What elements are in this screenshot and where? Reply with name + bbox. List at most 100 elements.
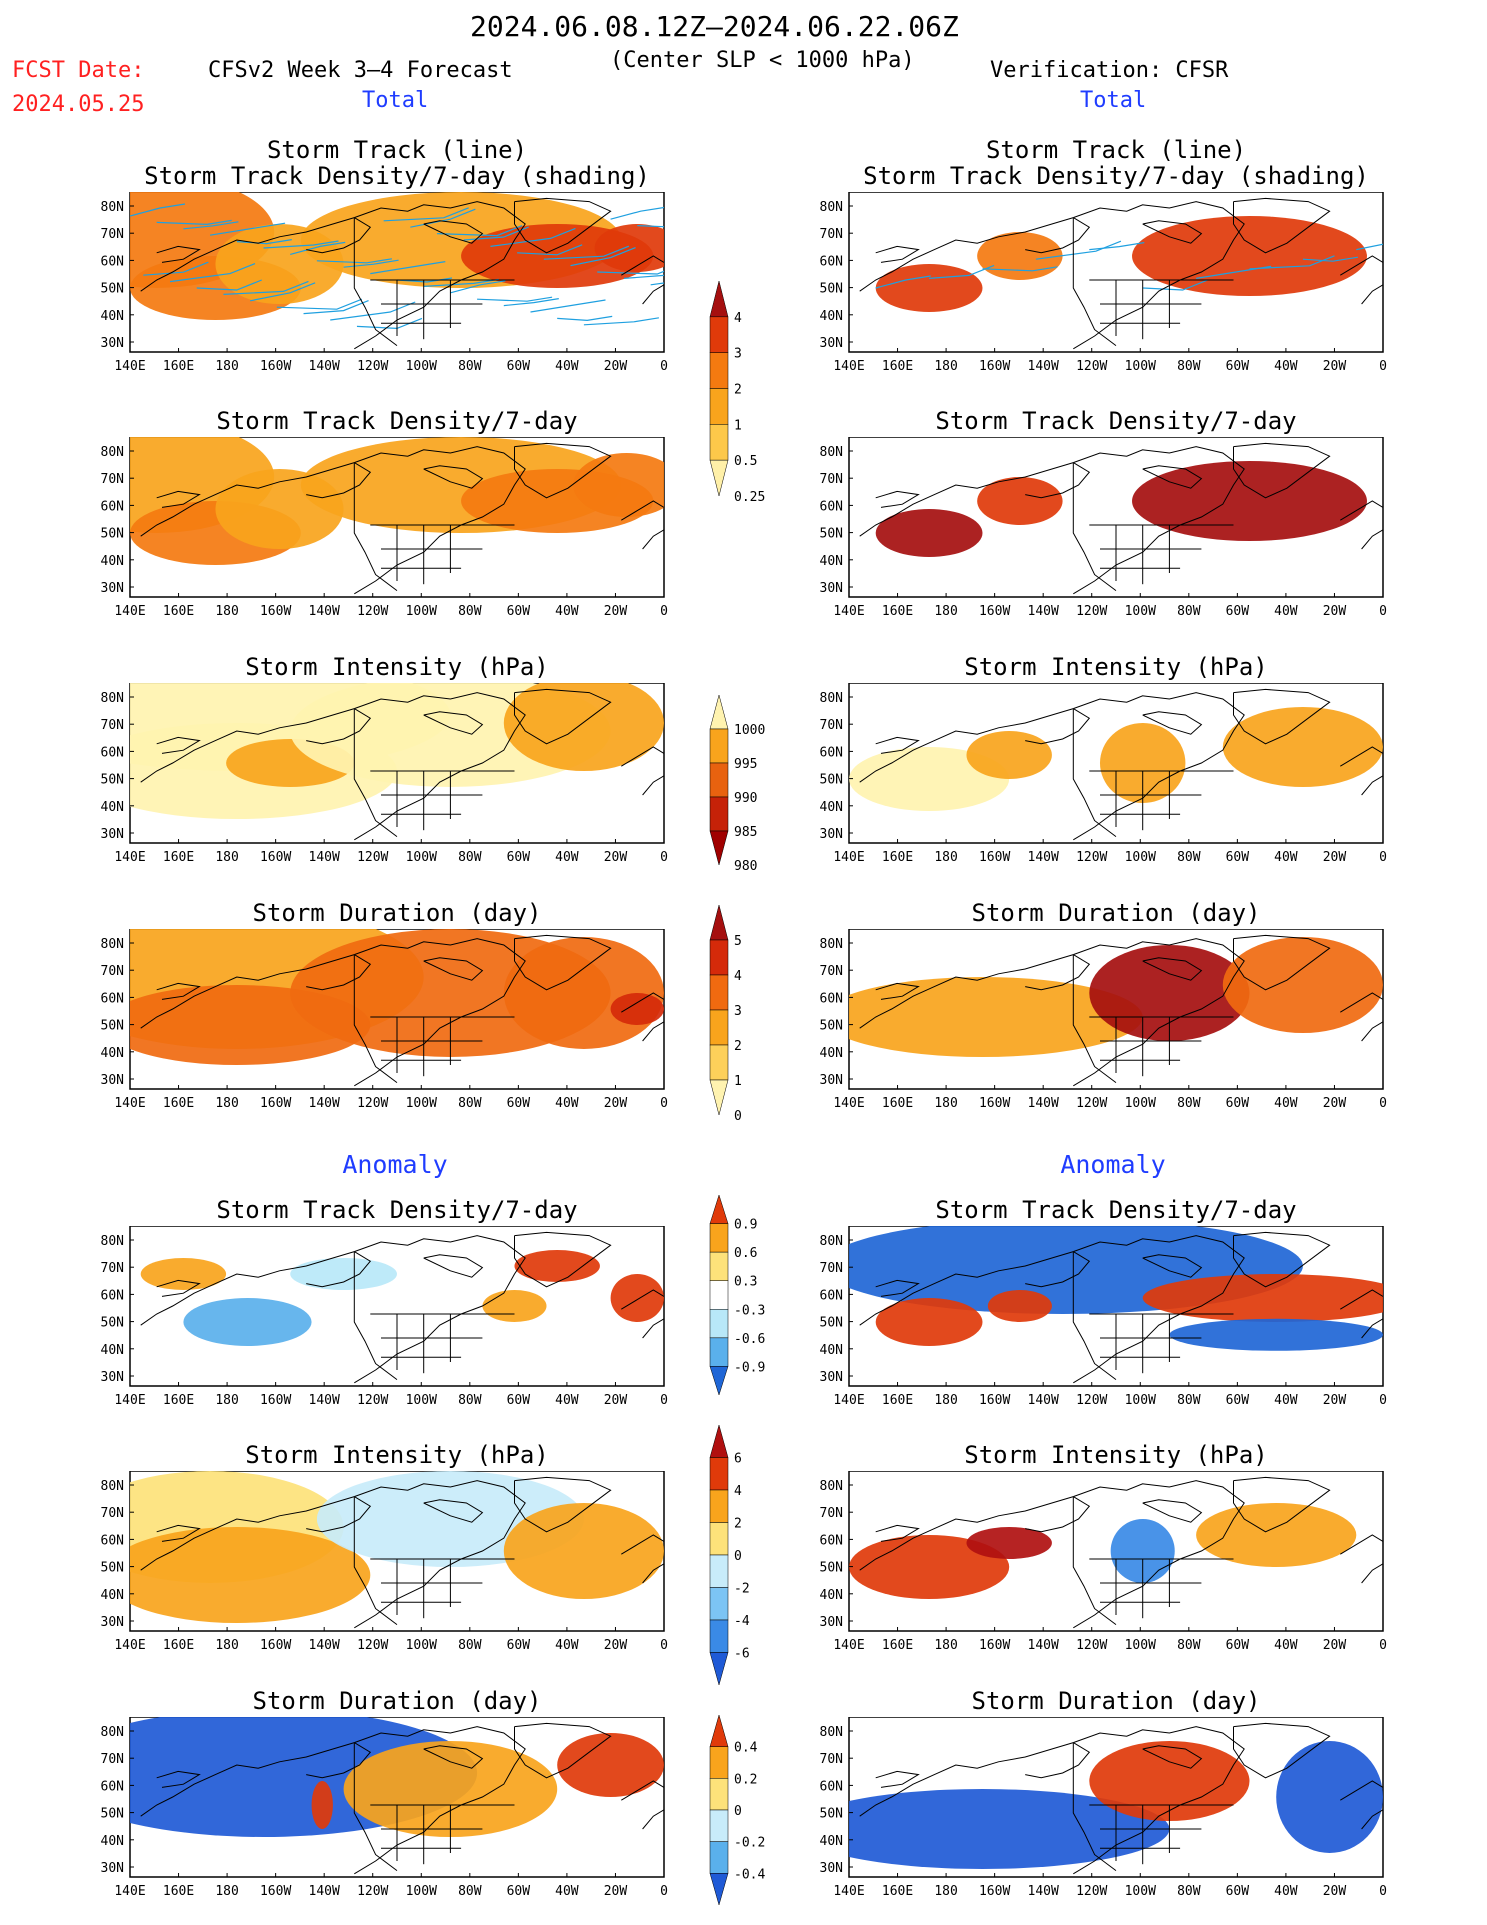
lon-tick-label: 160E xyxy=(163,1096,194,1111)
coastline xyxy=(621,992,664,1013)
coastline xyxy=(859,954,1074,1029)
storm-track-line xyxy=(490,227,576,247)
coastline xyxy=(514,197,612,254)
lon-tick-label: 0 xyxy=(1379,1884,1387,1899)
lon-tick-label: 100W xyxy=(1125,604,1156,619)
lat-tick-label: 70N xyxy=(820,964,843,979)
lon-tick-label: 100W xyxy=(406,850,437,865)
coastline xyxy=(1340,992,1383,1013)
lon-tick-label: 140W xyxy=(1028,1884,1059,1899)
lon-tick-label: 140W xyxy=(1028,850,1059,865)
shading-blob xyxy=(1089,1741,1250,1821)
colorbar-duration: 5 4 3 2 1 0 xyxy=(709,904,742,1124)
colorbar-label: 0.6 xyxy=(734,1246,757,1261)
coastline xyxy=(642,284,664,305)
lon-tick-label: 180 xyxy=(934,1884,957,1899)
lon-tick-label: 140W xyxy=(1028,604,1059,619)
lon-tick-label: 180 xyxy=(934,1096,957,1111)
storm-track-line xyxy=(543,245,630,260)
colorbar-label: -0.4 xyxy=(734,1867,765,1882)
lon-tick-label: 140E xyxy=(833,1884,864,1899)
coastline xyxy=(423,220,484,244)
lon-tick-label: 80W xyxy=(458,359,482,374)
lat-tick-label: 40N xyxy=(101,1046,124,1061)
colorbar-segment xyxy=(709,796,729,832)
lon-tick-label: 80W xyxy=(1177,1638,1201,1653)
storm-track-line xyxy=(610,206,664,220)
lon-tick-label: 60W xyxy=(507,1096,531,1111)
lon-tick-label: 160W xyxy=(260,359,291,374)
panel-title: Storm Intensity (hPa) xyxy=(245,1441,549,1469)
lat-tick-label: 80N xyxy=(101,200,124,215)
lon-tick-label: 0 xyxy=(660,1638,668,1653)
colorbar-label: 1000 xyxy=(734,723,765,738)
coastline xyxy=(514,1722,612,1779)
shading-blob xyxy=(977,232,1063,280)
lon-tick-label: 160W xyxy=(979,1096,1010,1111)
lat-tick-label: 60N xyxy=(820,499,843,514)
coastline xyxy=(306,1251,372,1288)
coastline xyxy=(354,201,526,350)
storm-track-line xyxy=(1249,255,1335,270)
lon-tick-label: 140E xyxy=(833,850,864,865)
lon-tick-label: 160W xyxy=(979,1393,1010,1408)
lat-tick-label: 80N xyxy=(101,445,124,460)
coastline xyxy=(859,217,1074,292)
lon-tick-label: 40W xyxy=(1274,604,1298,619)
storm-track-line xyxy=(503,298,559,307)
lat-tick-label: 40N xyxy=(820,1343,843,1358)
lat-tick-label: 60N xyxy=(820,1533,843,1548)
lon-tick-label: 120W xyxy=(357,1096,388,1111)
lon-tick-label: 80W xyxy=(458,1884,482,1899)
lon-tick-label: 160E xyxy=(882,604,913,619)
shading-blob xyxy=(130,1527,371,1623)
lat-tick-label: 60N xyxy=(101,1779,124,1794)
coastline xyxy=(1025,462,1091,499)
lon-tick-label: 160E xyxy=(882,1884,913,1899)
lon-tick-label: 140E xyxy=(114,1638,145,1653)
lon-tick-label: 60W xyxy=(507,1638,531,1653)
coastline xyxy=(621,1289,664,1310)
coastline xyxy=(1361,1021,1383,1042)
lat-tick-label: 70N xyxy=(101,1261,124,1276)
panel-title: Storm Track Density/7-day xyxy=(935,407,1297,435)
shading-blob xyxy=(594,224,664,272)
storm-track-line xyxy=(517,244,583,256)
lon-tick-label: 160W xyxy=(979,1884,1010,1899)
shading-blob xyxy=(966,1527,1052,1559)
colorbar-segment xyxy=(709,280,729,318)
lat-tick-label: 60N xyxy=(820,745,843,760)
coastline xyxy=(140,954,355,1029)
coastline xyxy=(140,217,355,292)
colorbar-segment xyxy=(709,1309,729,1339)
lat-tick-label: 80N xyxy=(101,937,124,952)
panel-title: Storm Track Density/7-day xyxy=(216,407,578,435)
lon-tick-label: 80W xyxy=(458,1638,482,1653)
lat-tick-label: 70N xyxy=(101,718,124,733)
shading-blob xyxy=(1132,216,1367,296)
coastline xyxy=(1072,954,1117,1084)
colorbar-anom_intensity: 6 4 2 0 -2 -4 -6 xyxy=(709,1424,750,1686)
coastline xyxy=(1073,446,1245,595)
lat-tick-label: 80N xyxy=(820,200,843,215)
coastline xyxy=(1142,465,1203,489)
coastline xyxy=(1142,711,1203,735)
storm-track-line xyxy=(196,279,262,291)
shading-blob xyxy=(557,1733,664,1797)
lon-tick-label: 160W xyxy=(979,604,1010,619)
colorbar-label: 985 xyxy=(734,825,757,840)
coastline xyxy=(423,1745,484,1769)
colorbar-label: 0.3 xyxy=(734,1275,757,1290)
coastline xyxy=(353,954,398,1084)
storm-track-line xyxy=(423,278,499,287)
lon-tick-label: 0 xyxy=(660,604,668,619)
coastline xyxy=(156,982,201,1000)
lon-tick-label: 140W xyxy=(309,604,340,619)
colorbar-label: 0.25 xyxy=(734,490,765,505)
storm-track-line xyxy=(223,280,309,295)
colorbar-segment xyxy=(709,1714,729,1747)
lat-tick-label: 50N xyxy=(820,527,843,542)
coastline xyxy=(859,708,1074,783)
lon-tick-label: 20W xyxy=(1323,1393,1347,1408)
colorbar-label: 0 xyxy=(734,1549,742,1564)
